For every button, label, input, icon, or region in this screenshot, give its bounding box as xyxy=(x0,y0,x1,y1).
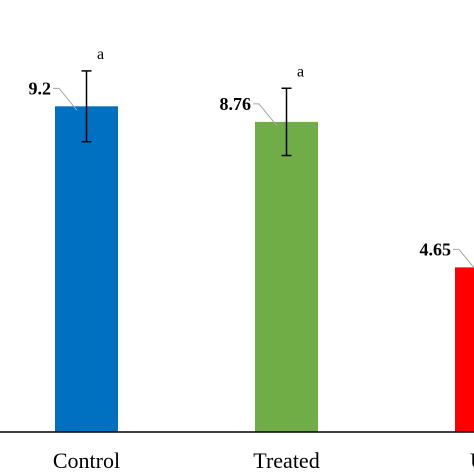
leader-line-treated xyxy=(253,103,278,127)
tick-label-treated: Treated xyxy=(253,448,319,473)
tick-label-unt: Unt xyxy=(470,448,474,473)
bars-layer xyxy=(55,106,474,433)
bar-unt xyxy=(455,267,474,432)
data-labels-layer: 9.2 8.76 4.65 xyxy=(29,78,452,259)
data-label-unt: 4.65 xyxy=(420,239,452,259)
label-leaders-layer xyxy=(53,87,474,269)
leader-line-control xyxy=(53,87,78,111)
data-label-control: 9.2 xyxy=(29,78,52,98)
bar-control xyxy=(55,106,118,432)
tick-label-control: Control xyxy=(53,448,120,473)
significance-labels-layer: aa xyxy=(97,46,304,80)
bar-treated xyxy=(255,121,318,433)
leader-line-unt xyxy=(453,248,474,269)
error-bars-layer xyxy=(81,70,292,157)
data-label-treated: 8.76 xyxy=(220,94,252,114)
tick-labels-layer: Control Treated Unt xyxy=(53,448,474,473)
significance-label-treated: a xyxy=(297,63,304,80)
significance-label-control: a xyxy=(97,46,104,63)
